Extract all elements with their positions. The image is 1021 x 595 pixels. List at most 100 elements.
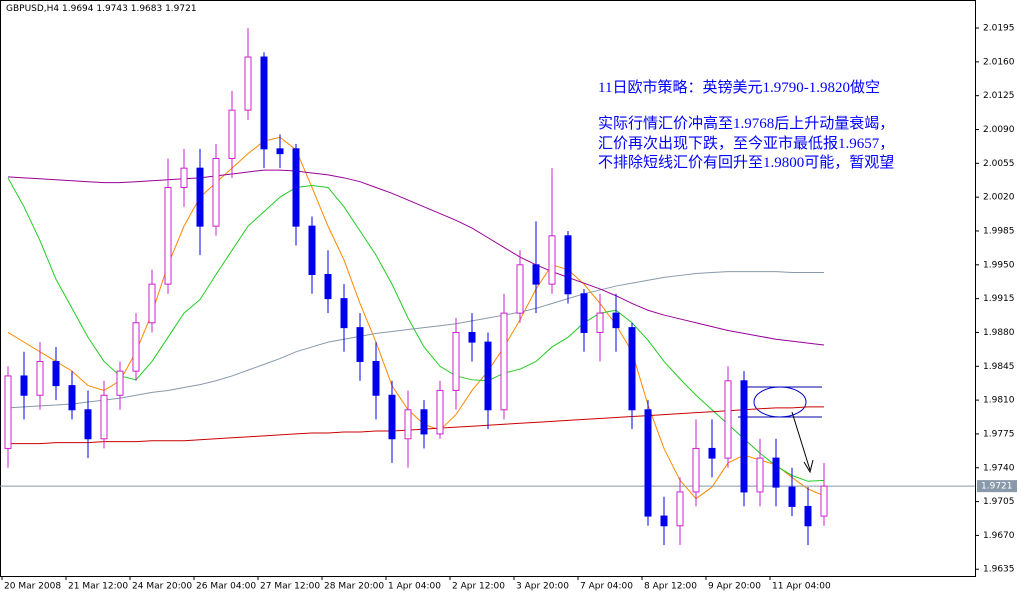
candle-body bbox=[452, 331, 460, 391]
y-tick-label: 1.9810 bbox=[983, 396, 1015, 406]
candle-body bbox=[372, 360, 380, 396]
plot-frame bbox=[0, 0, 976, 577]
y-tick-label: 2.0090 bbox=[983, 125, 1015, 135]
candle-body bbox=[740, 380, 748, 493]
moving-average bbox=[7, 177, 825, 482]
y-tick-label: 2.0020 bbox=[983, 193, 1015, 203]
candle-body bbox=[804, 505, 812, 527]
candle-body bbox=[548, 235, 556, 285]
x-tick-label: 2 Apr 12:00 bbox=[452, 582, 505, 592]
candle-body bbox=[516, 264, 524, 314]
candle-body bbox=[612, 312, 620, 329]
annotation-line: 实际行情汇价冲高至1.9768后上升动量衰竭， bbox=[598, 115, 894, 132]
y-tick-label: 2.0125 bbox=[983, 91, 1015, 101]
candle-body bbox=[84, 409, 92, 440]
x-tick-label: 1 Apr 04:00 bbox=[388, 582, 441, 592]
candle-body bbox=[468, 331, 476, 343]
candle-body bbox=[100, 394, 108, 440]
y-tick-label: 1.9635 bbox=[983, 565, 1015, 575]
candle-body bbox=[68, 385, 76, 411]
candle-body bbox=[580, 293, 588, 333]
x-tick-label: 8 Apr 12:00 bbox=[644, 582, 697, 592]
candle-body bbox=[500, 312, 508, 411]
last-price-label: 1.9721 bbox=[981, 482, 1013, 492]
candle-body bbox=[164, 186, 172, 285]
candle-body bbox=[244, 56, 252, 111]
y-tick-label: 2.0055 bbox=[983, 159, 1015, 169]
candle-body bbox=[228, 109, 236, 159]
y-tick-label: 2.0195 bbox=[983, 24, 1015, 34]
annotation-line: 不排除短线汇价有回升至1.9800可能，暂观望 bbox=[598, 154, 894, 171]
moving-average bbox=[7, 169, 825, 346]
annotation-line: 汇价再次出现下跌，至今亚市最低报1.9657， bbox=[598, 135, 894, 152]
candle-body bbox=[212, 157, 220, 227]
x-tick-label: 27 Mar 12:00 bbox=[260, 582, 320, 592]
candle-body bbox=[388, 394, 396, 440]
candle-body bbox=[436, 389, 444, 435]
y-tick-label: 1.9845 bbox=[983, 362, 1015, 372]
y-tick-label: 1.9915 bbox=[983, 294, 1015, 304]
candle-body bbox=[132, 322, 140, 372]
candle-body bbox=[308, 225, 316, 275]
y-tick-label: 1.9985 bbox=[983, 226, 1015, 236]
candle-body bbox=[52, 360, 60, 387]
candle-body bbox=[692, 447, 700, 493]
annotation: 11日欧市策略：英镑美元1.9790-1.9820做空实际行情汇价冲高至1.97… bbox=[598, 78, 894, 171]
y-tick-label: 1.9670 bbox=[983, 531, 1015, 541]
candle-body bbox=[148, 283, 156, 324]
y-tick-label: 2.0160 bbox=[983, 57, 1015, 67]
x-tick-label: 20 Mar 2008 bbox=[4, 582, 61, 592]
candle-body bbox=[36, 360, 44, 396]
candle-body bbox=[484, 341, 492, 411]
arrow-head bbox=[803, 459, 814, 474]
candle-body bbox=[196, 167, 204, 227]
candle-body bbox=[420, 409, 428, 435]
candle-body bbox=[4, 375, 12, 449]
candle-body bbox=[20, 375, 28, 396]
annotation-line: 11日欧市策略：英镑美元1.9790-1.9820做空 bbox=[598, 78, 880, 96]
candle-body bbox=[276, 148, 284, 155]
candle-body bbox=[708, 447, 716, 459]
candle-body bbox=[756, 457, 764, 493]
candle-body bbox=[532, 264, 540, 285]
x-tick-label: 26 Mar 04:00 bbox=[196, 582, 256, 592]
candle-body bbox=[404, 409, 412, 440]
candle-body bbox=[772, 457, 780, 488]
candle-body bbox=[564, 235, 572, 295]
chart-title: GBPUSD,H4 1.9694 1.9743 1.9683 1.9721 bbox=[6, 4, 197, 14]
candle-body bbox=[628, 327, 636, 411]
candle-body bbox=[676, 491, 684, 527]
x-tick-label: 21 Mar 12:00 bbox=[68, 582, 128, 592]
candle-body bbox=[180, 167, 188, 188]
candle-body bbox=[324, 273, 332, 300]
x-tick-label: 24 Mar 20:00 bbox=[132, 582, 192, 592]
drawn-ellipse bbox=[753, 386, 807, 418]
candle-body bbox=[660, 515, 668, 527]
drawing-objects bbox=[738, 386, 822, 474]
candle-body bbox=[596, 312, 604, 333]
last-price-box bbox=[977, 480, 1017, 493]
candle-body bbox=[724, 380, 732, 459]
x-tick-label: 28 Mar 20:00 bbox=[324, 582, 384, 592]
x-tick-label: 11 Apr 04:00 bbox=[772, 582, 831, 592]
y-tick-label: 1.9880 bbox=[983, 328, 1015, 338]
drawn-arrow bbox=[791, 411, 811, 471]
candle-body bbox=[116, 370, 124, 396]
y-tick-label: 1.9950 bbox=[983, 260, 1015, 270]
x-tick-label: 3 Apr 20:00 bbox=[516, 582, 569, 592]
y-tick-label: 1.9740 bbox=[983, 463, 1015, 473]
candle-body bbox=[820, 485, 828, 517]
moving-average bbox=[8, 406, 824, 445]
moving-average bbox=[7, 271, 824, 409]
x-tick-label: 7 Apr 04:00 bbox=[580, 582, 633, 592]
candle-body bbox=[340, 298, 348, 329]
candle-body bbox=[292, 148, 300, 227]
candle-body bbox=[788, 486, 796, 507]
candle-body bbox=[356, 327, 364, 362]
moving-average bbox=[7, 136, 825, 500]
y-tick-label: 1.9705 bbox=[983, 497, 1015, 507]
y-tick-label: 1.9775 bbox=[983, 429, 1015, 439]
x-tick-label: 9 Apr 20:00 bbox=[708, 582, 761, 592]
